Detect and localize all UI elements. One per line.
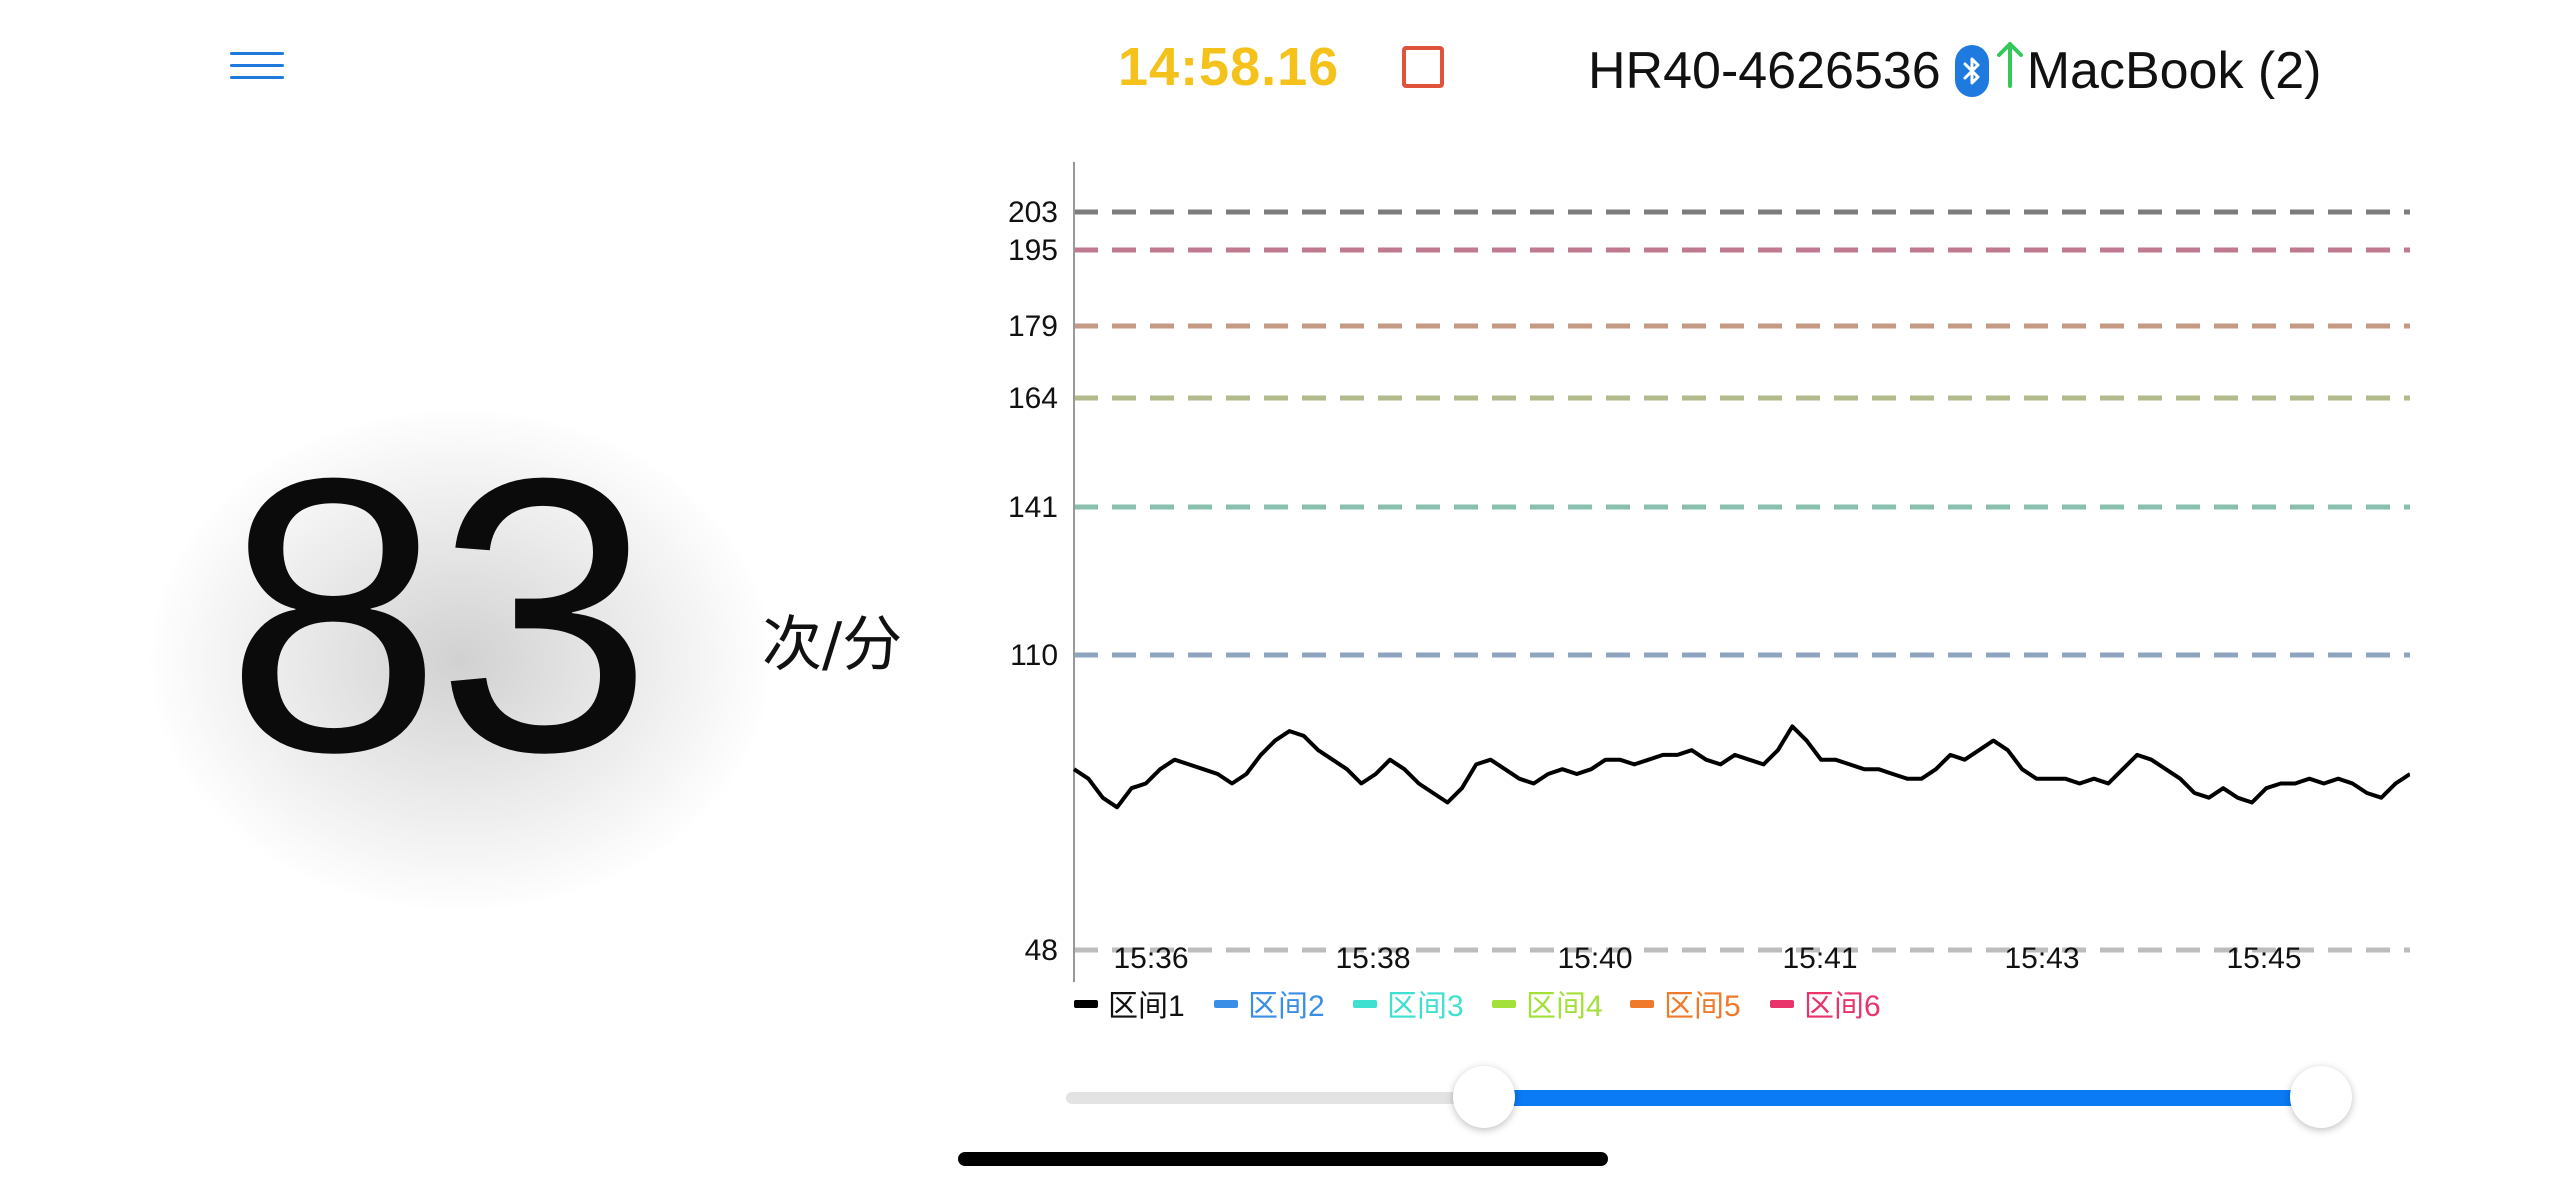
- legend-label: 区间2: [1248, 990, 1325, 1023]
- slider-selected-range: [1483, 1090, 2321, 1106]
- bluetooth-icon: [1954, 44, 1989, 97]
- heart-rate-chart: 203 195 179 164 141 110 48 15:36 15:38 15:40 15:4…: [1008, 162, 2410, 1023]
- time-range-slider[interactable]: [1066, 1062, 2352, 1132]
- device-name: HR40-4626536: [1588, 41, 1941, 100]
- menu-line: [230, 76, 284, 79]
- arrow-up-icon: [1995, 38, 2025, 103]
- legend-swatch: [1630, 1000, 1654, 1008]
- legend-label: 区间1: [1108, 990, 1185, 1023]
- sync-target-name: MacBook (2): [2026, 41, 2322, 100]
- elapsed-timer: 14:58.16: [1118, 37, 1340, 97]
- hamburger-menu-icon[interactable]: [230, 52, 284, 86]
- x-tick-label: 15:38: [1335, 942, 1410, 975]
- legend-label: 区间5: [1664, 990, 1741, 1023]
- x-tick-label: 15:36: [1113, 942, 1188, 975]
- legend-swatch: [1214, 1000, 1238, 1008]
- heart-rate-unit: 次/分: [762, 610, 903, 680]
- legend-swatch: [1770, 1000, 1794, 1008]
- heart-rate-series-line: [1072, 724, 2410, 810]
- stop-button[interactable]: [1402, 46, 1444, 88]
- legend-swatch: [1492, 1000, 1516, 1008]
- legend-item[interactable]: 区间4: [1492, 990, 1603, 1023]
- x-tick-label: 15:41: [1782, 942, 1857, 975]
- legend-item[interactable]: 区间6: [1770, 990, 1881, 1023]
- y-tick-label: 203: [1008, 196, 1058, 229]
- y-tick-label: 195: [1008, 234, 1058, 267]
- heart-rate-value: 83: [225, 397, 653, 833]
- legend-swatch: [1074, 1000, 1098, 1008]
- device-connection-status[interactable]: HR40-4626536 MacBook (2): [1588, 38, 2321, 103]
- legend-item[interactable]: 区间1: [1074, 990, 1185, 1023]
- threshold-lines: [1074, 209, 2410, 953]
- y-tick-label: 179: [1008, 310, 1058, 343]
- legend-swatch: [1353, 1000, 1377, 1008]
- x-tick-label: 15:45: [2226, 942, 2301, 975]
- y-tick-label: 48: [1025, 934, 1058, 967]
- x-tick-label: 15:43: [2004, 942, 2079, 975]
- slider-start-handle[interactable]: [1452, 1066, 1515, 1128]
- heart-rate-glow: [150, 410, 770, 910]
- legend-item[interactable]: 区间2: [1214, 990, 1325, 1023]
- legend-label: 区间3: [1387, 990, 1464, 1023]
- slider-end-handle[interactable]: [2290, 1066, 2352, 1128]
- legend-item[interactable]: 区间5: [1630, 990, 1741, 1023]
- menu-line: [230, 52, 284, 55]
- home-indicator: [958, 1152, 1608, 1166]
- legend-item[interactable]: 区间3: [1353, 990, 1464, 1023]
- x-tick-label: 15:40: [1557, 942, 1632, 975]
- chart-legend: 区间1 区间2 区间3 区间4 区间5 区间6: [1074, 990, 1881, 1023]
- y-axis-ticks: 203 195 179 164 141 110 48: [1008, 196, 1058, 967]
- legend-label: 区间6: [1804, 990, 1881, 1023]
- y-tick-label: 141: [1008, 491, 1058, 524]
- y-tick-label: 164: [1008, 382, 1058, 415]
- x-axis-ticks: 15:36 15:38 15:40 15:41 15:43 15:45: [1113, 942, 2301, 975]
- menu-line: [230, 64, 284, 67]
- legend-label: 区间4: [1526, 990, 1603, 1023]
- y-tick-label: 110: [1010, 639, 1058, 672]
